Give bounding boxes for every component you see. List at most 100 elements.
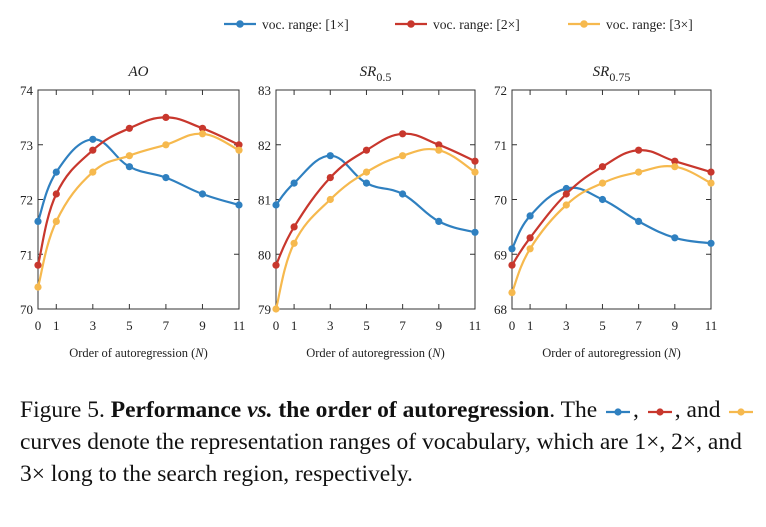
y-tick-label: 83 [258, 83, 271, 98]
series-1-point-4 [635, 217, 643, 225]
series-1-point-2 [562, 184, 570, 193]
series-2-point-3 [598, 163, 607, 171]
x-tick-label: 1 [53, 318, 60, 333]
series-3-point-3 [362, 168, 371, 176]
legend-marker [407, 20, 415, 28]
chart-title-subscript: 0.75 [609, 70, 630, 84]
series-3-point-1 [290, 239, 298, 247]
series-3-point-1 [52, 217, 60, 225]
series-3-line [274, 147, 476, 310]
series-1-point-3 [125, 163, 133, 171]
x-tick-label: 0 [273, 318, 280, 333]
series-3-point-0 [272, 305, 280, 313]
series-3-point-6 [707, 179, 715, 187]
series-3-point-2 [89, 168, 97, 176]
caption-series-1-marker [606, 408, 631, 416]
series-2-point-0 [272, 261, 280, 269]
series-1-point-5 [435, 217, 443, 225]
series-1-point-6 [235, 201, 243, 209]
series-2-point-5 [671, 157, 679, 165]
y-tick-label: 72 [20, 193, 33, 208]
series-2-point-3 [125, 124, 133, 132]
series-2-point-4 [399, 130, 407, 138]
y-tick-label: 71 [494, 138, 507, 153]
series-3-point-4 [162, 141, 170, 149]
series-3-point-4 [399, 152, 407, 160]
y-tick-label: 68 [494, 302, 507, 317]
legend-marker [236, 20, 244, 28]
x-tick-label: 9 [436, 318, 443, 333]
legend-marker [580, 20, 588, 28]
series-1-line [511, 186, 712, 250]
plot-frame [511, 89, 712, 310]
y-tick-label: 69 [494, 247, 507, 262]
series-2-point-2 [326, 174, 334, 182]
series-3-point-5 [435, 146, 443, 154]
x-axis-label: Order of autoregression (N) [69, 346, 208, 360]
chart-title-subscript: 0.5 [376, 70, 391, 84]
x-tick-label: 11 [469, 318, 482, 333]
x-axis-label: Order of autoregression (N) [542, 346, 681, 360]
series-1-point-0 [34, 217, 42, 225]
x-tick-label: 7 [635, 318, 642, 333]
series-2-point-5 [198, 124, 207, 132]
series-2-point-3 [362, 146, 371, 154]
series-2-point-6 [707, 168, 715, 176]
y-tick-label: 74 [20, 83, 34, 98]
x-axis-label: Order of autoregression (N) [306, 346, 445, 360]
y-tick-label: 81 [258, 193, 271, 208]
series-1-point-2 [326, 152, 334, 160]
series-2-point-6 [471, 157, 479, 165]
x-tick-label: 1 [291, 318, 298, 333]
series-3-point-3 [125, 152, 133, 160]
x-tick-label: 5 [126, 318, 133, 333]
series-1-point-1 [526, 212, 534, 220]
y-tick-label: 82 [258, 138, 271, 153]
y-tick-label: 80 [258, 247, 271, 262]
series-1-point-6 [707, 239, 715, 247]
x-tick-label: 1 [527, 318, 534, 333]
x-tick-label: 5 [599, 318, 606, 333]
x-tick-label: 0 [35, 318, 42, 333]
y-tick-label: 71 [20, 247, 33, 262]
x-tick-label: 5 [363, 318, 370, 333]
series-3-point-0 [508, 289, 516, 297]
chart-title: SR0.5 [360, 64, 392, 84]
x-tick-label: 3 [327, 318, 334, 333]
series-2-point-1 [290, 223, 298, 231]
x-tick-label: 0 [509, 318, 516, 333]
x-tick-label: 3 [563, 318, 570, 333]
x-tick-label: 7 [163, 318, 170, 333]
series-1-point-2 [89, 135, 97, 143]
series-1-point-3 [598, 195, 607, 204]
series-3-point-6 [235, 146, 243, 154]
series-3-point-6 [471, 168, 479, 176]
legend-label: voc. range: [2×] [433, 17, 520, 32]
series-1-point-6 [471, 228, 479, 236]
y-tick-label: 79 [258, 302, 271, 317]
series-1-point-5 [671, 234, 679, 242]
x-tick-label: 9 [672, 318, 679, 333]
chart-panel-3: 68 69 70 71 72 0 1 3 5 7 9 11 SR0.75 Order of autoreg… [494, 64, 717, 360]
series-1-point-4 [399, 190, 407, 198]
series-1-point-1 [290, 179, 298, 187]
series-3-point-4 [635, 168, 643, 176]
series-2-point-0 [34, 261, 42, 269]
legend-item-1: voc. range: [1×] [224, 17, 349, 32]
series-3-point-1 [526, 245, 534, 253]
chart-title: SR0.75 [593, 64, 631, 84]
x-tick-label: 7 [399, 318, 406, 333]
series-3-point-5 [198, 130, 207, 138]
series-2-point-2 [562, 190, 570, 198]
legend-label: voc. range: [1×] [262, 17, 349, 32]
series-1-point-1 [52, 168, 60, 176]
series-2-point-2 [89, 146, 97, 154]
x-tick-label: 9 [199, 318, 206, 333]
caption-figure-label: Figure 5. [20, 397, 105, 423]
series-1-point-3 [362, 179, 371, 187]
figure-chart: voc. range: [1×] voc. range: [2×] voc. ran… [20, 17, 717, 360]
figure-caption: Figure 5. Performance vs. the order of a… [20, 394, 760, 490]
x-tick-label: 11 [233, 318, 246, 333]
series-1-point-0 [508, 245, 516, 253]
